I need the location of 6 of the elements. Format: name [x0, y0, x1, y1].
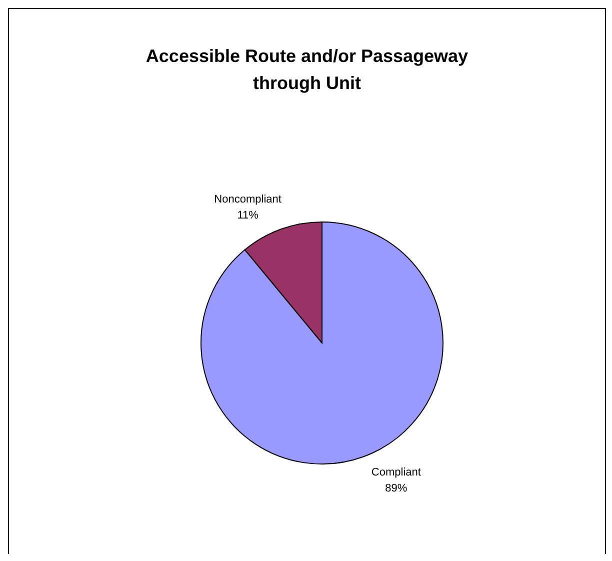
pie-slice [200, 222, 444, 464]
slice-label: Compliant [371, 466, 421, 479]
chart-title: Accessible Route and/or Passageway through Unit [144, 45, 470, 95]
data-label: 89% [385, 482, 408, 495]
slice-label: Noncompliant [214, 193, 282, 206]
data-label: 11% [237, 209, 259, 222]
